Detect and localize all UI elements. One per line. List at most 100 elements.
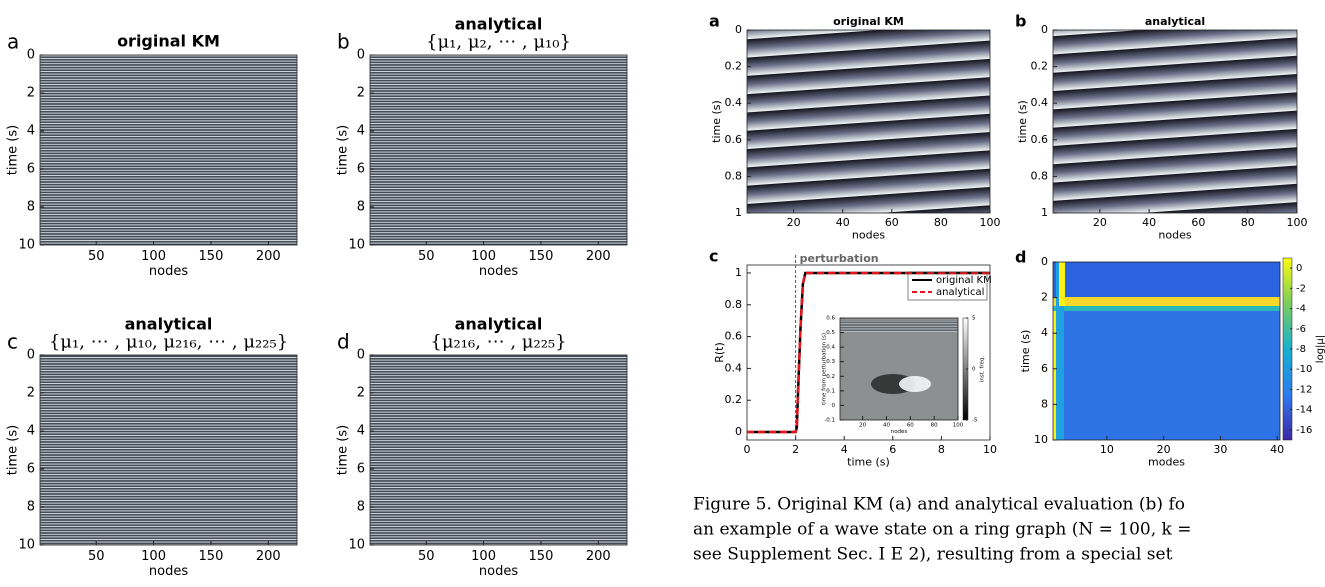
x-axis-label: nodes: [1158, 229, 1191, 242]
y-axis-label: time (s): [6, 425, 21, 475]
colorbar-tick-label: -8: [1296, 344, 1306, 355]
y-tick-label: 4: [357, 424, 365, 439]
y-axis-label: R(t): [713, 342, 726, 363]
panel-letter: d: [1015, 248, 1026, 267]
x-tick-label: 60: [907, 422, 914, 428]
y-tick-label: 1: [735, 266, 742, 279]
heatmap-image: [747, 30, 990, 213]
y-tick-label: 0.6: [826, 316, 835, 322]
y-tick-label: 6: [27, 162, 35, 177]
x-tick-label: 8: [938, 443, 945, 456]
y-tick-label: 8: [357, 500, 365, 515]
y-tick-label: 2: [27, 386, 35, 401]
axes-frame: [369, 354, 628, 546]
y-tick-label: 2: [357, 386, 365, 401]
y-tick-label: 4: [27, 424, 35, 439]
y-axis-label: time (s): [1019, 330, 1032, 373]
heatmap-image: [1053, 30, 1297, 213]
caption-line: Figure 5. Original KM (a) and analytical…: [693, 495, 1185, 515]
y-tick-label: 0.5: [826, 330, 835, 336]
y-tick-label: 8: [357, 200, 365, 215]
x-tick-label: 80: [1241, 216, 1255, 229]
y-tick-label: 0.2: [725, 393, 743, 406]
y-tick-label: 6: [27, 462, 35, 477]
x-tick-label: 40: [883, 422, 890, 428]
x-axis-label: nodes: [479, 264, 518, 279]
x-tick-label: 200: [586, 549, 611, 564]
y-tick-label: 2: [1041, 291, 1048, 304]
x-tick-label: 150: [529, 549, 554, 564]
heatmap-image: [40, 355, 297, 545]
x-tick-label: 40: [836, 216, 850, 229]
y-tick-label: 8: [27, 500, 35, 515]
colorbar-label: log|μ|: [1315, 335, 1325, 363]
x-tick-label: 10: [1100, 443, 1114, 456]
heatmap-cell: [1053, 297, 1280, 306]
y-tick-label: 0.2: [826, 374, 835, 380]
y-tick-label: 2: [357, 86, 365, 101]
y-tick-label: 0.6: [1031, 133, 1049, 146]
inset-wave: [899, 376, 931, 392]
x-tick-label: 100: [141, 549, 166, 564]
colorbar-tick-label: -6: [1296, 324, 1306, 335]
y-tick-label: 4: [357, 124, 365, 139]
heatmap-cell: [1056, 262, 1064, 440]
x-tick-label: 4: [841, 443, 848, 456]
x-axis-label: nodes: [149, 264, 188, 279]
y-tick-label: 0.8: [725, 298, 743, 311]
axes-frame: [39, 54, 298, 246]
perturbation-label: perturbation: [800, 252, 879, 265]
x-tick-label: 40: [1142, 216, 1156, 229]
x-tick-label: 50: [88, 249, 105, 264]
y-tick-label: 0.2: [1031, 60, 1049, 73]
panel-title: analytical: [455, 315, 543, 334]
x-tick-label: 2: [792, 443, 799, 456]
caption-line: see Supplement Sec. I E 2), resulting fr…: [693, 545, 1173, 565]
heatmap-image: [370, 55, 627, 245]
x-axis-label: nodes: [479, 564, 518, 579]
x-tick-label: 20: [787, 216, 801, 229]
x-tick-label: 200: [256, 249, 281, 264]
y-tick-label: 6: [357, 462, 365, 477]
colorbar-tick-label: -10: [1296, 364, 1312, 375]
panel-subtitle: {μ₂₁₆, ⋯ , μ₂₂₅}: [430, 332, 566, 353]
colorbar-tick-label: -14: [1296, 405, 1312, 416]
y-tick-label: 0.1: [826, 388, 835, 394]
axes-frame: [746, 29, 991, 214]
colorbar-tick-label: -12: [1296, 384, 1312, 395]
y-tick-label: 0: [832, 403, 836, 409]
heatmap-image: [40, 55, 297, 245]
y-tick-label: 0.8: [725, 169, 743, 182]
panel-letter: a: [7, 30, 19, 54]
panel-letter: c: [7, 330, 18, 354]
heatmap-cell: [1053, 306, 1280, 311]
panel-letter: a: [709, 12, 720, 31]
y-tick-label: 10: [18, 538, 35, 553]
inset-image: [840, 318, 958, 420]
y-tick-label: 0.4: [725, 96, 743, 109]
x-tick-label: 10: [983, 443, 997, 456]
x-tick-label: 100: [980, 216, 1001, 229]
colorbar-tick-label: 0: [972, 367, 976, 373]
y-tick-label: 0: [357, 48, 365, 63]
axes-frame: [1052, 261, 1281, 441]
inset-stripes: [840, 320, 958, 332]
y-axis-label: time (s): [336, 125, 351, 175]
panel-letter: b: [337, 30, 350, 54]
y-tick-label: 2: [27, 86, 35, 101]
x-tick-label: 6: [889, 443, 896, 456]
y-tick-label: 1: [1041, 206, 1048, 219]
y-tick-label: 6: [357, 162, 365, 177]
x-tick-label: 80: [934, 216, 948, 229]
axes-frame: [1052, 29, 1298, 214]
x-tick-label: 60: [1191, 216, 1205, 229]
x-tick-label: 150: [529, 249, 554, 264]
y-tick-label: 4: [27, 124, 35, 139]
heatmap-image: [370, 355, 627, 545]
panel-letter: b: [1015, 12, 1026, 31]
x-tick-label: 150: [199, 549, 224, 564]
y-tick-label: 0.8: [1031, 169, 1049, 182]
y-tick-label: 0: [735, 23, 742, 36]
